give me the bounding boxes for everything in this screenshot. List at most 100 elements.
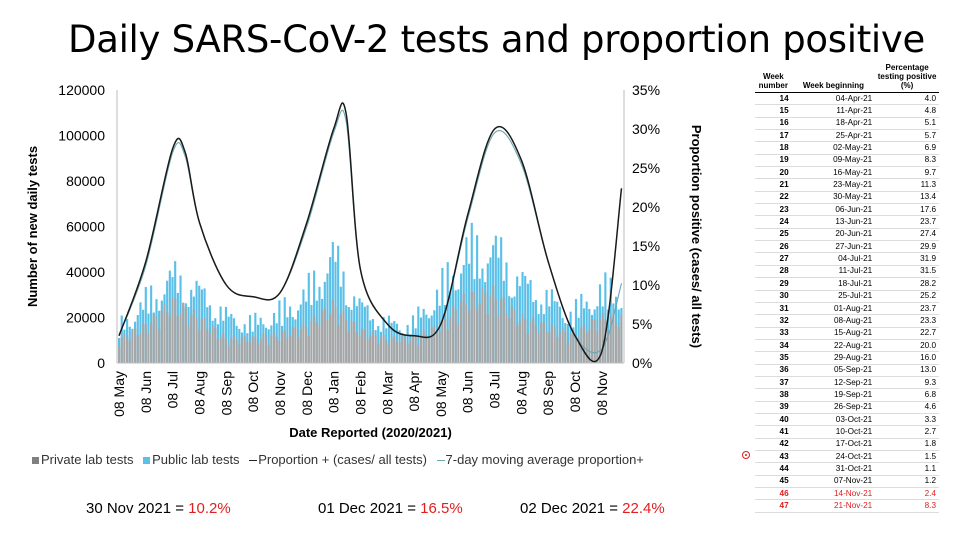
bar-private [585, 332, 588, 363]
bar-private [596, 331, 599, 363]
bar-public [441, 267, 444, 363]
bar-private [604, 319, 607, 363]
bar-private [179, 313, 182, 363]
cell-week-beginning: 24-Oct-21 [791, 450, 876, 464]
cell-week-number: 21 [755, 178, 792, 192]
bar-private [256, 343, 260, 363]
cell-percentage: 5.7 [875, 129, 939, 143]
bar-private [310, 321, 313, 363]
table-row: 39 26-Sep-21 4.6 [755, 401, 939, 414]
bar-public [278, 300, 281, 363]
x-tick-label: 08 Nov [594, 371, 610, 415]
bar-public [358, 298, 361, 363]
cell-percentage: 20.0 [875, 339, 939, 353]
x-tick-label: 08 Jul [487, 371, 503, 408]
cell-percentage: 1.1 [875, 462, 939, 476]
x-tick-label: 08 Oct [245, 371, 261, 412]
bar-private [414, 337, 417, 363]
table-row: 33 15-Aug-21 22.7 [755, 327, 939, 340]
bar-private [451, 306, 455, 363]
cell-week-number: 19 [755, 154, 792, 168]
bar-private [489, 296, 492, 363]
bar-private [318, 325, 321, 363]
x-tick-label: 08 Jun [460, 371, 476, 413]
cell-week-beginning: 25-Jul-21 [791, 290, 876, 303]
bar-private [441, 319, 444, 363]
y-tick-label-left: 40000 [66, 264, 105, 280]
bar-private [572, 331, 575, 363]
bar-private [510, 306, 513, 363]
pointer-cursor-icon [742, 451, 750, 459]
cell-week-number: 20 [755, 166, 792, 180]
bar-private [561, 327, 564, 363]
cell-week-number: 28 [755, 265, 792, 279]
bar-public [417, 306, 420, 363]
bar-private [369, 336, 372, 363]
bar-private [454, 310, 457, 363]
bar-private [163, 303, 166, 363]
table-row: 38 19-Sep-21 6.8 [755, 388, 939, 402]
cell-percentage: 4.0 [875, 92, 939, 106]
bar-private [481, 288, 484, 363]
bar-private [262, 333, 265, 363]
bar-private [542, 321, 545, 363]
bar-private [251, 336, 254, 363]
y-tick-label-left: 60000 [66, 219, 105, 235]
cell-week-number: 14 [755, 92, 792, 106]
bar-private [443, 318, 447, 363]
cell-week-number: 34 [755, 339, 792, 353]
bar-private [612, 313, 615, 363]
note-label: 01 Dec 2021 = [318, 500, 421, 517]
y-tick-label-right: 25% [632, 160, 660, 176]
cell-week-beginning: 25-Apr-21 [791, 129, 876, 143]
bar-private [484, 292, 487, 363]
cell-week-number: 17 [755, 129, 792, 143]
table-row: 22 30-May-21 13.4 [755, 191, 939, 205]
cell-percentage: 2.7 [875, 425, 939, 439]
table-row: 45 07-Nov-21 1.2 [755, 475, 939, 489]
bar-private [313, 315, 316, 363]
bar-private [553, 326, 556, 363]
table-row: 20 16-May-21 9.7 [755, 166, 939, 180]
table-row: 43 24-Oct-21 1.5 [755, 450, 939, 464]
x-tick-label: 08 Aug [192, 371, 208, 415]
cell-week-number: 46 [755, 487, 792, 501]
cell-week-beginning: 01-Aug-21 [791, 302, 876, 316]
table-row: 42 17-Oct-21 1.8 [755, 438, 939, 451]
bar-private [219, 337, 222, 363]
tests-chart: 0 20000 40000 60000 80000 100000 120000 0% 5% 10%… [25, 82, 704, 440]
bar-private [371, 331, 374, 363]
bar-private [524, 319, 527, 363]
bar-public [307, 272, 310, 363]
bar-private [462, 293, 465, 363]
bar-private [620, 314, 623, 363]
bar-private [283, 330, 286, 363]
cell-percentage: 6.9 [875, 141, 939, 155]
x-tick-label: 08 Feb [352, 371, 368, 415]
bar-public [545, 289, 548, 363]
cell-week-number: 43 [755, 450, 792, 464]
bar-private [353, 321, 356, 363]
bar-public [318, 286, 321, 363]
table-row: 29 18-Jul-21 28.2 [755, 277, 939, 291]
cell-week-number: 44 [755, 462, 792, 476]
bar-public [139, 302, 142, 363]
bar-private [366, 339, 369, 363]
bar-private [208, 332, 211, 363]
cell-week-beginning: 14-Nov-21 [791, 487, 876, 501]
legend-swatch-private [32, 457, 39, 465]
bar-private [540, 322, 543, 363]
table-row: 27 04-Jul-21 31.9 [755, 252, 939, 266]
x-tick-label: 08 May [433, 371, 449, 417]
legend-item-public: Public lab tests [143, 452, 243, 467]
cell-week-number: 23 [755, 203, 792, 217]
bar-private [401, 336, 404, 363]
bar-private [548, 332, 551, 363]
bar-private [222, 333, 225, 363]
bar-private [339, 314, 342, 363]
x-tick-label: 08 Sep [218, 371, 234, 416]
bar-public [465, 237, 468, 363]
bar-private [390, 337, 393, 363]
table-row: 37 12-Sep-21 9.3 [755, 376, 939, 390]
cell-week-beginning: 13-Jun-21 [791, 215, 876, 229]
